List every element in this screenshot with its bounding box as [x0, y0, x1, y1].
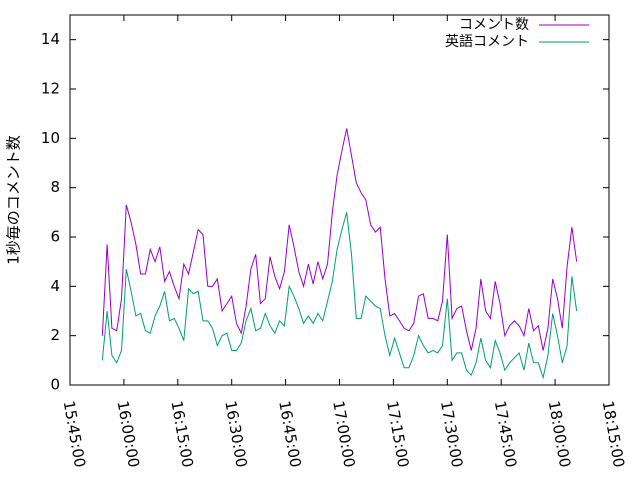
x-tick-label: 17:00:00	[329, 399, 358, 468]
y-axis-label: 1秒毎のコメント数	[5, 135, 23, 265]
y-tick-label: 10	[41, 129, 60, 147]
x-tick-label: 16:45:00	[275, 399, 304, 468]
legend-label: コメント数	[459, 17, 529, 33]
y-tick-label: 12	[41, 80, 60, 98]
series-line	[101, 128, 578, 351]
x-tick-label: 18:15:00	[599, 399, 628, 468]
x-tick-label: 17:15:00	[383, 399, 412, 468]
y-tick-label: 2	[50, 326, 60, 344]
series-line	[101, 212, 578, 380]
y-tick-label: 0	[50, 376, 60, 394]
x-tick-label: 16:30:00	[221, 399, 250, 468]
y-tick-label: 8	[50, 178, 60, 196]
y-tick-label: 4	[50, 277, 60, 295]
x-tick-label: 18:00:00	[545, 399, 574, 468]
x-tick-label: 15:45:00	[60, 399, 89, 468]
x-tick-label: 16:15:00	[167, 399, 196, 468]
x-tick-label: 17:30:00	[437, 399, 466, 468]
y-tick-label: 14	[41, 30, 60, 48]
legend-label: 英語コメント	[445, 33, 529, 50]
x-tick-label: 17:45:00	[491, 399, 520, 468]
x-tick-label: 16:00:00	[114, 399, 143, 468]
y-tick-label: 6	[50, 228, 60, 246]
